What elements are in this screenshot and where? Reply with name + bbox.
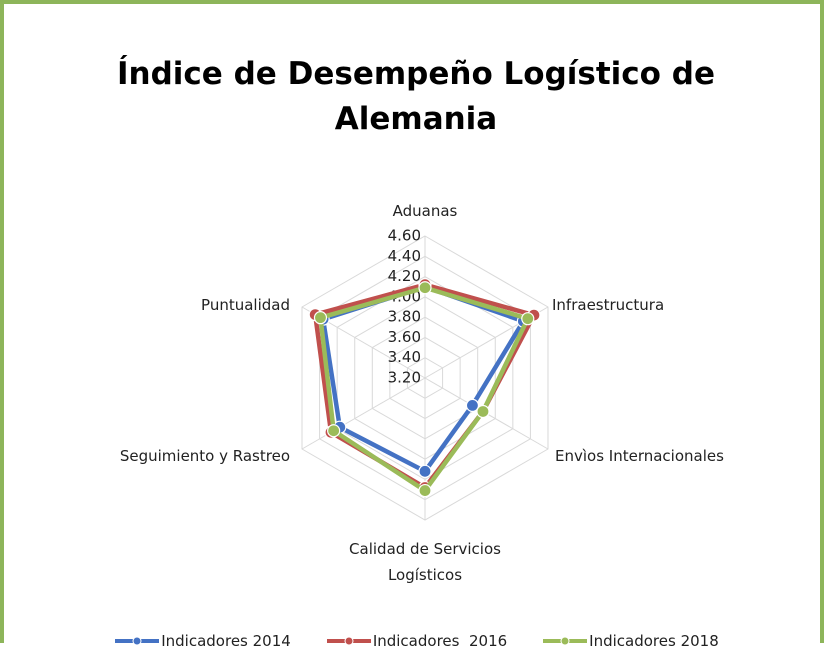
data-point — [418, 281, 432, 295]
legend-swatch — [115, 636, 160, 646]
legend-label: Indicadores 2014 — [161, 632, 291, 650]
legend-dot — [132, 636, 142, 646]
data-point — [521, 312, 535, 326]
data-point — [418, 464, 432, 478]
legend-item: Indicadores 2018 — [541, 632, 719, 650]
data-point — [476, 404, 490, 419]
legend-item: Indicadores 2016 — [325, 632, 507, 650]
legend-swatch — [326, 636, 371, 646]
tick-label: 4.20 — [388, 267, 421, 285]
legend: Indicadores 2014 Indicadores 2016 Indicado… — [4, 632, 824, 650]
tick-label: 4.60 — [388, 227, 421, 245]
category-label: Puntualidad — [201, 296, 290, 314]
data-point — [327, 424, 341, 438]
category-label: Aduanas — [392, 202, 458, 220]
category-label: Envìos Internacionales — [555, 447, 724, 465]
legend-label: Indicadores 2016 — [372, 632, 508, 650]
legend-label: Indicadores 2018 — [589, 632, 719, 650]
spoke — [301, 377, 426, 450]
tick-label: 3.40 — [388, 348, 421, 366]
chart-title: Índice de Desempeño Logístico de Alemani… — [117, 56, 715, 137]
tick-label: 3.60 — [388, 328, 421, 346]
category-label: Seguimiento y Rastreo — [119, 447, 290, 465]
tick-label: 3.80 — [388, 308, 421, 326]
data-point — [313, 311, 328, 325]
data-point — [418, 483, 432, 498]
category-label: Calidad de Servicios Logísticos — [349, 540, 501, 584]
tick-label: 4.40 — [388, 247, 421, 265]
legend-dot — [344, 636, 354, 646]
data-point — [465, 398, 480, 412]
category-label: Infraestructura — [552, 296, 665, 314]
radar-plot: 3.203.403.603.804.004.204.404.60 — [301, 227, 549, 521]
legend-item: Indicadores 2014 — [113, 632, 291, 650]
tick-label: 3.20 — [388, 369, 421, 387]
legend-dot — [560, 636, 570, 646]
legend-swatch — [543, 636, 588, 646]
